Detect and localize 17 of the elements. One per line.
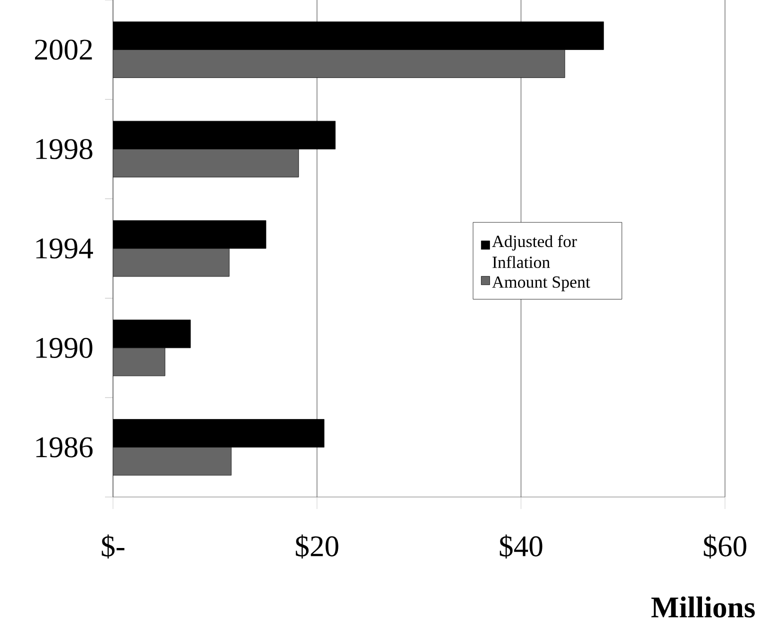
y-tick-label: 2002 xyxy=(35,40,92,60)
x-tick-label: $- xyxy=(102,534,124,558)
y-tick-label: 1990 xyxy=(36,338,92,358)
bar xyxy=(113,148,299,178)
x-axis-title: Millions xyxy=(651,596,755,618)
bar xyxy=(113,248,230,277)
y-tick-label: 1994 xyxy=(36,238,94,259)
x-tick-label: $40 xyxy=(500,534,542,558)
x-tick-label: $60 xyxy=(704,534,746,558)
bar xyxy=(113,348,166,376)
x-tick-label: $20 xyxy=(296,534,338,558)
legend-label: Amount Spent xyxy=(492,276,590,292)
legend-label: Adjusted for Inflation xyxy=(492,235,577,268)
y-tick-label: 1986 xyxy=(36,437,93,458)
bar xyxy=(113,49,566,78)
bar xyxy=(113,447,232,476)
y-tick-label: 1998 xyxy=(36,139,92,160)
